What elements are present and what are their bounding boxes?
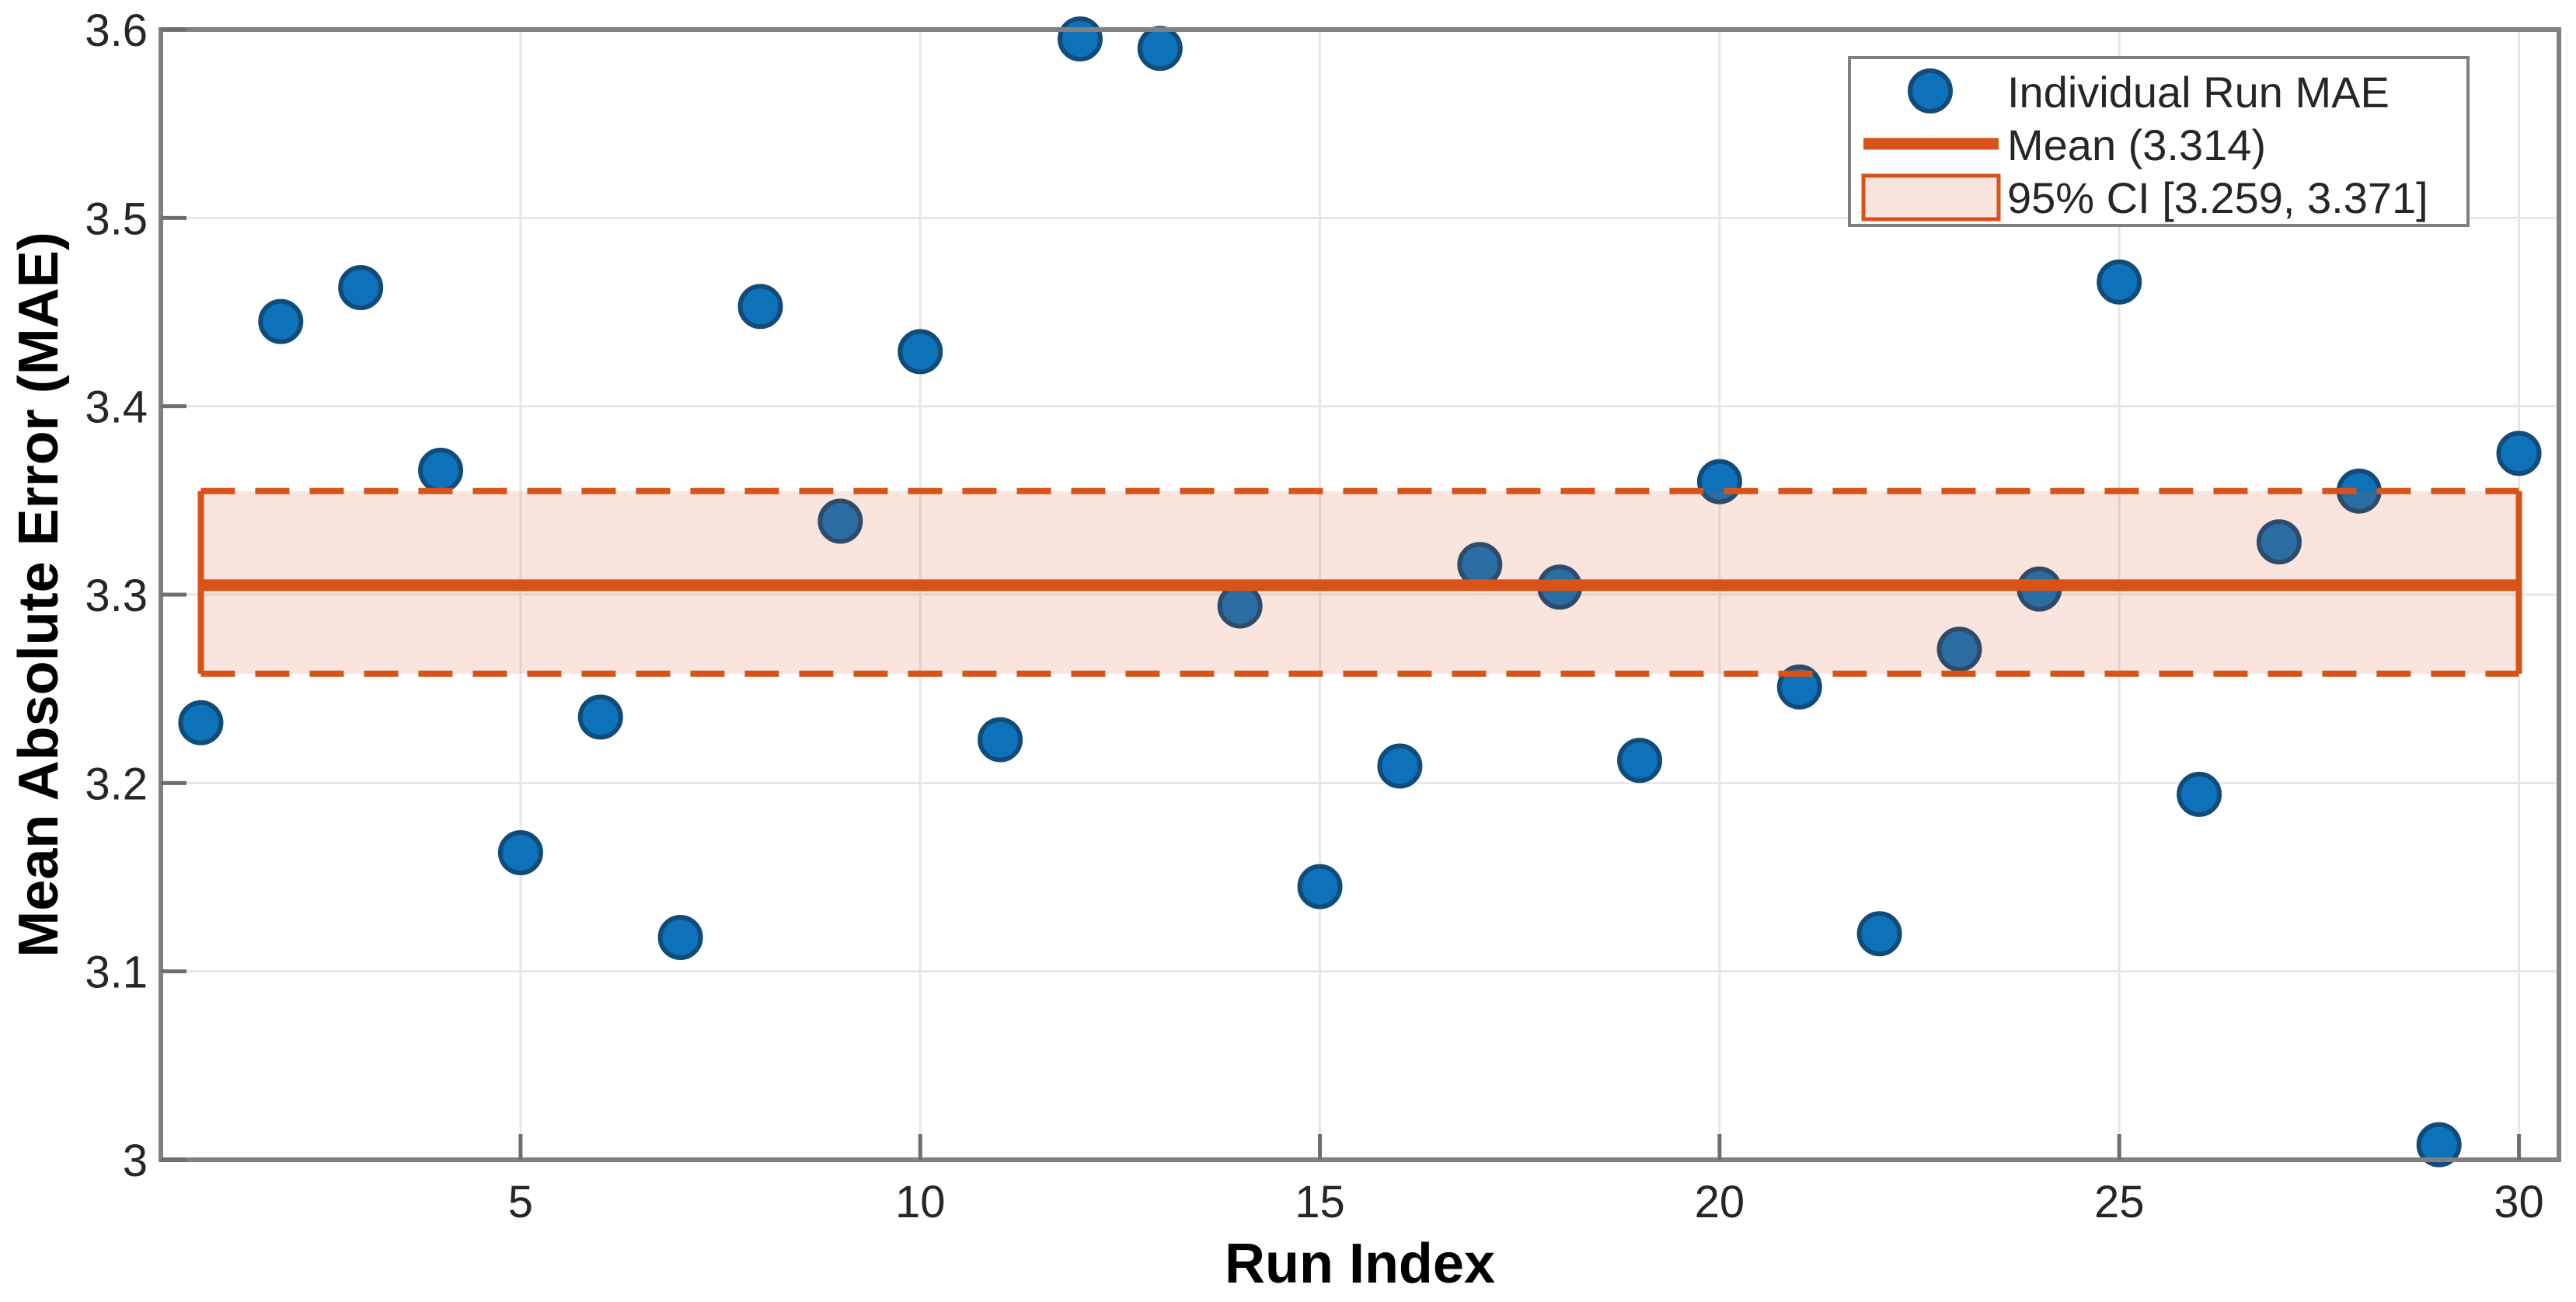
- y-axis-label: Mean Absolute Error (MAE): [8, 232, 70, 957]
- data-point-run-13: [1137, 26, 1183, 72]
- tick-labels: 5 10 15 20 25 30 3 3.1 3.2 3.3 3.4 3.5 3.6: [85, 5, 2543, 1227]
- data-point-run-15: [1297, 864, 1343, 909]
- y-tick-label: 3: [123, 1136, 148, 1186]
- data-point-run-22: [1856, 911, 1902, 957]
- data-point-run-5: [497, 829, 543, 875]
- legend-marker-patch-icon: [1861, 173, 2001, 222]
- data-point-run-3: [338, 264, 384, 310]
- data-point-run-23: [1936, 627, 1982, 672]
- y-tick-label: 3.1: [85, 948, 148, 998]
- data-point-run-11: [978, 717, 1023, 763]
- legend-entry-mean: Mean (3.314): [2007, 120, 2266, 169]
- legend-entry-individual-run-mae: Individual Run MAE: [2007, 68, 2390, 117]
- data-point-run-16: [1377, 743, 1423, 789]
- y-tick-label: 3.2: [85, 759, 148, 809]
- data-point-run-12: [1057, 16, 1103, 62]
- data-point-run-27: [2256, 519, 2302, 565]
- x-tick-label: 20: [1695, 1177, 1745, 1227]
- x-tick-label: 15: [1295, 1177, 1345, 1227]
- data-point-run-25: [2097, 259, 2142, 305]
- x-tick-label: 25: [2094, 1177, 2145, 1227]
- axes-box-and-ticks: [159, 27, 2561, 1162]
- data-point-run-4: [418, 448, 464, 494]
- data-point-run-8: [737, 284, 783, 330]
- data-point-run-1: [178, 700, 224, 745]
- y-tick-label: 3.3: [85, 571, 148, 621]
- y-tick-label: 3.4: [85, 382, 148, 433]
- x-tick-label: 5: [508, 1177, 533, 1227]
- legend-entry-ci: 95% CI [3.259, 3.371]: [2007, 173, 2428, 222]
- legend-marker-dot-icon: [1908, 68, 1953, 113]
- legend: Individual Run MAE Mean (3.314) 95% CI […: [1848, 56, 2470, 227]
- x-tick-label: 10: [895, 1177, 946, 1227]
- x-tick-label: 30: [2494, 1177, 2544, 1227]
- y-tick-label: 3.6: [85, 5, 148, 56]
- data-point-run-10: [898, 329, 943, 375]
- data-point-run-26: [2177, 771, 2222, 817]
- x-axis-label: Run Index: [1225, 1233, 1495, 1295]
- y-tick-label: 3.5: [85, 194, 148, 244]
- data-point-run-2: [258, 298, 304, 344]
- data-point-run-7: [657, 915, 703, 961]
- data-point-run-29: [2416, 1122, 2462, 1168]
- data-point-run-9: [817, 498, 863, 544]
- data-point-run-19: [1617, 738, 1663, 784]
- data-point-run-6: [577, 694, 623, 740]
- data-point-run-30: [2496, 431, 2542, 476]
